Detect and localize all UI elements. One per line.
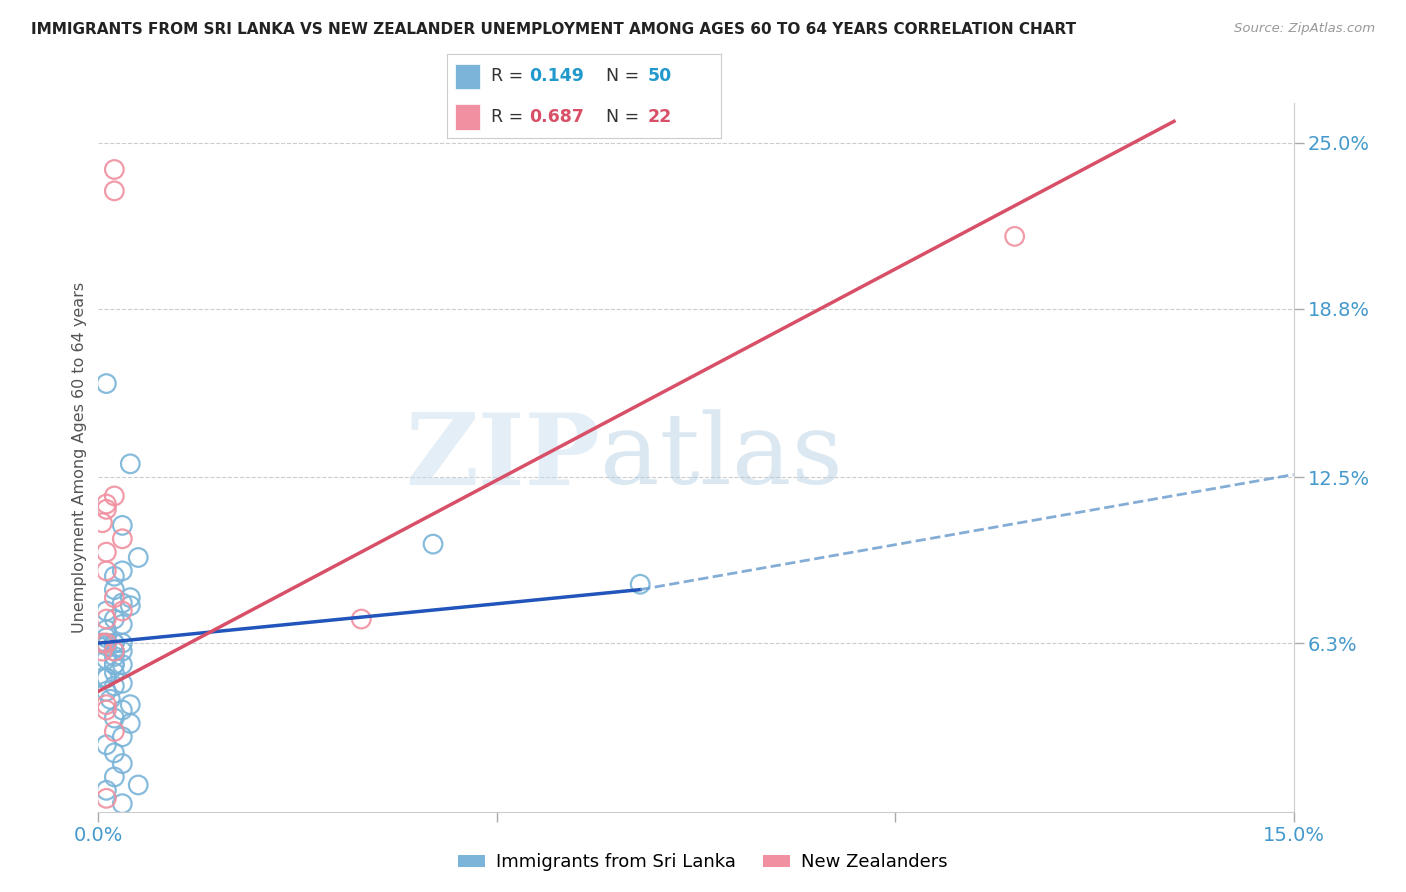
Point [96,497,118,511]
Point [103,582,125,597]
Point [91,644,114,658]
Point [96,684,118,698]
Point [103,679,125,693]
Text: 22: 22 [647,108,672,126]
Point [111,617,134,632]
Point [96,604,118,618]
Point [96,636,118,650]
Point [103,770,125,784]
Point [103,591,125,605]
Point [120,716,142,731]
Point [103,644,125,658]
Point [98,692,122,706]
Point [120,599,142,613]
Point [111,676,134,690]
Point [111,532,134,546]
Text: R =: R = [491,108,529,126]
Point [91,516,114,530]
Point [103,657,125,672]
Text: R =: R = [491,68,529,86]
Bar [456,104,479,130]
Point [120,591,142,605]
Bar [456,63,479,89]
Point [96,376,118,391]
Point [628,577,651,591]
Point [96,545,118,559]
Point [103,746,125,760]
Text: ZIP: ZIP [405,409,600,506]
Point [120,457,142,471]
Point [111,564,134,578]
Point [103,184,125,198]
Point [127,550,149,565]
Point [103,569,125,583]
Point [1004,229,1026,244]
Point [103,636,125,650]
Point [103,636,125,650]
Text: Source: ZipAtlas.com: Source: ZipAtlas.com [1234,22,1375,36]
Point [96,698,118,712]
Point [96,612,118,626]
Point [111,703,134,717]
Point [103,711,125,725]
Legend: Immigrants from Sri Lanka, New Zealanders: Immigrants from Sri Lanka, New Zealander… [451,847,955,879]
Point [103,489,125,503]
Point [96,671,118,685]
Point [350,612,373,626]
Text: 0.687: 0.687 [530,108,585,126]
Point [120,698,142,712]
Text: atlas: atlas [600,409,844,505]
Point [103,724,125,739]
Point [422,537,444,551]
Point [96,564,118,578]
Point [96,738,118,752]
Point [96,636,118,650]
Point [111,518,134,533]
Point [96,639,118,653]
Point [111,596,134,610]
Point [103,657,125,672]
Point [91,636,114,650]
Point [96,703,118,717]
Point [96,502,118,516]
Point [111,604,134,618]
Text: N =: N = [606,68,645,86]
Point [111,797,134,811]
Point [91,636,114,650]
Y-axis label: Unemployment Among Ages 60 to 64 years: Unemployment Among Ages 60 to 64 years [72,282,87,632]
Text: 50: 50 [647,68,672,86]
Point [111,657,134,672]
Point [91,671,114,685]
Point [96,652,118,666]
Point [96,623,118,637]
Point [96,631,118,645]
Point [96,791,118,805]
Point [111,644,134,658]
Point [103,612,125,626]
Point [103,644,125,658]
Point [103,162,125,177]
Point [111,730,134,744]
Point [103,665,125,680]
Text: N =: N = [606,108,645,126]
Point [111,756,134,771]
Text: 0.149: 0.149 [530,68,585,86]
Point [127,778,149,792]
Point [103,649,125,664]
Point [111,636,134,650]
Point [96,783,118,797]
Point [96,671,118,685]
Text: IMMIGRANTS FROM SRI LANKA VS NEW ZEALANDER UNEMPLOYMENT AMONG AGES 60 TO 64 YEAR: IMMIGRANTS FROM SRI LANKA VS NEW ZEALAND… [31,22,1076,37]
